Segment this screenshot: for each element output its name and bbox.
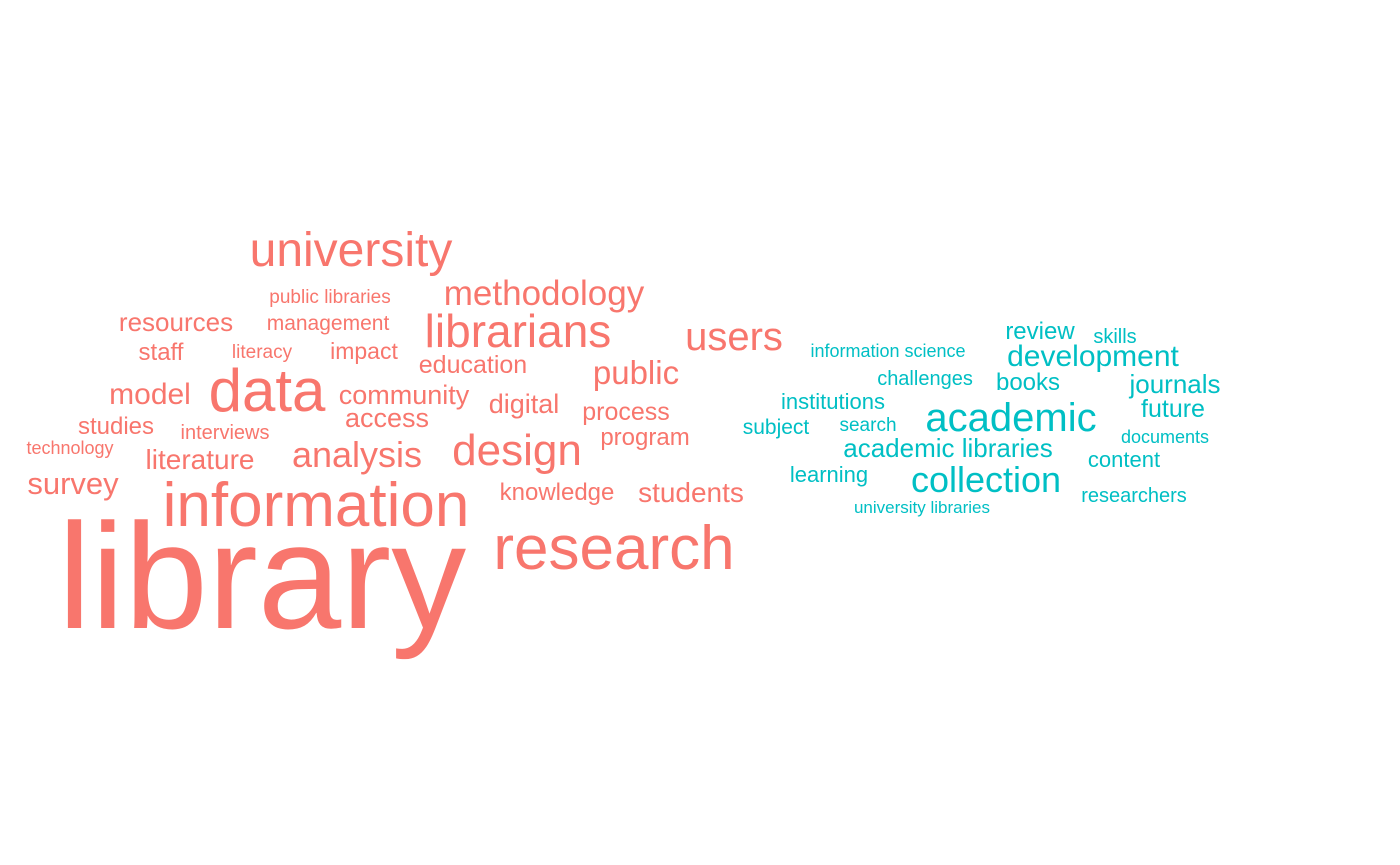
word-books: books [996, 369, 1060, 396]
word-university-libraries: university libraries [854, 498, 990, 517]
word-academic-libraries: academic libraries [843, 433, 1053, 463]
word-literacy: literacy [232, 342, 293, 363]
word-university: university [250, 224, 453, 277]
word-academic: academic [925, 396, 1096, 440]
word-challenges: challenges [877, 368, 973, 390]
word-users: users [685, 315, 783, 359]
word-researchers: researchers [1081, 485, 1187, 507]
word-public: public [593, 354, 679, 391]
word-research: research [493, 514, 734, 583]
word-review: review [1005, 318, 1075, 345]
word-content: content [1088, 447, 1160, 472]
word-staff: staff [139, 339, 184, 366]
word-community: community [339, 380, 470, 410]
word-process: process [582, 398, 670, 426]
word-documents: documents [1121, 427, 1209, 447]
word-model: model [109, 378, 191, 411]
word-knowledge: knowledge [500, 479, 615, 506]
word-design: design [452, 426, 582, 475]
word-impact: impact [330, 338, 398, 364]
word-management: management [267, 312, 390, 335]
word-studies: studies [78, 413, 154, 440]
word-learning: learning [790, 462, 868, 487]
word-analysis: analysis [292, 434, 422, 475]
word-data: data [209, 357, 326, 424]
word-librarians: librarians [425, 305, 612, 357]
word-institutions: institutions [781, 389, 885, 414]
word-search: search [839, 415, 896, 436]
word-resources: resources [119, 307, 233, 337]
word-education: education [419, 351, 527, 379]
word-access: access [345, 403, 429, 433]
word-technology: technology [26, 438, 113, 458]
word-program: program [600, 424, 689, 451]
word-survey: survey [27, 466, 119, 501]
word-library: library [58, 492, 466, 660]
word-collection: collection [911, 459, 1061, 500]
word-interviews: interviews [181, 422, 270, 444]
word-public-libraries: public libraries [269, 287, 390, 308]
word-skills: skills [1093, 326, 1136, 348]
word-development: development [1007, 340, 1179, 373]
word-subject: subject [743, 416, 810, 439]
word-information: information [163, 471, 470, 540]
word-methodology: methodology [444, 274, 645, 313]
word-information-science: information science [810, 341, 965, 361]
word-journals: journals [1128, 369, 1220, 399]
word-future: future [1141, 395, 1205, 423]
word-students: students [638, 477, 744, 508]
word-digital: digital [489, 389, 560, 419]
word-literature: literature [146, 444, 255, 475]
